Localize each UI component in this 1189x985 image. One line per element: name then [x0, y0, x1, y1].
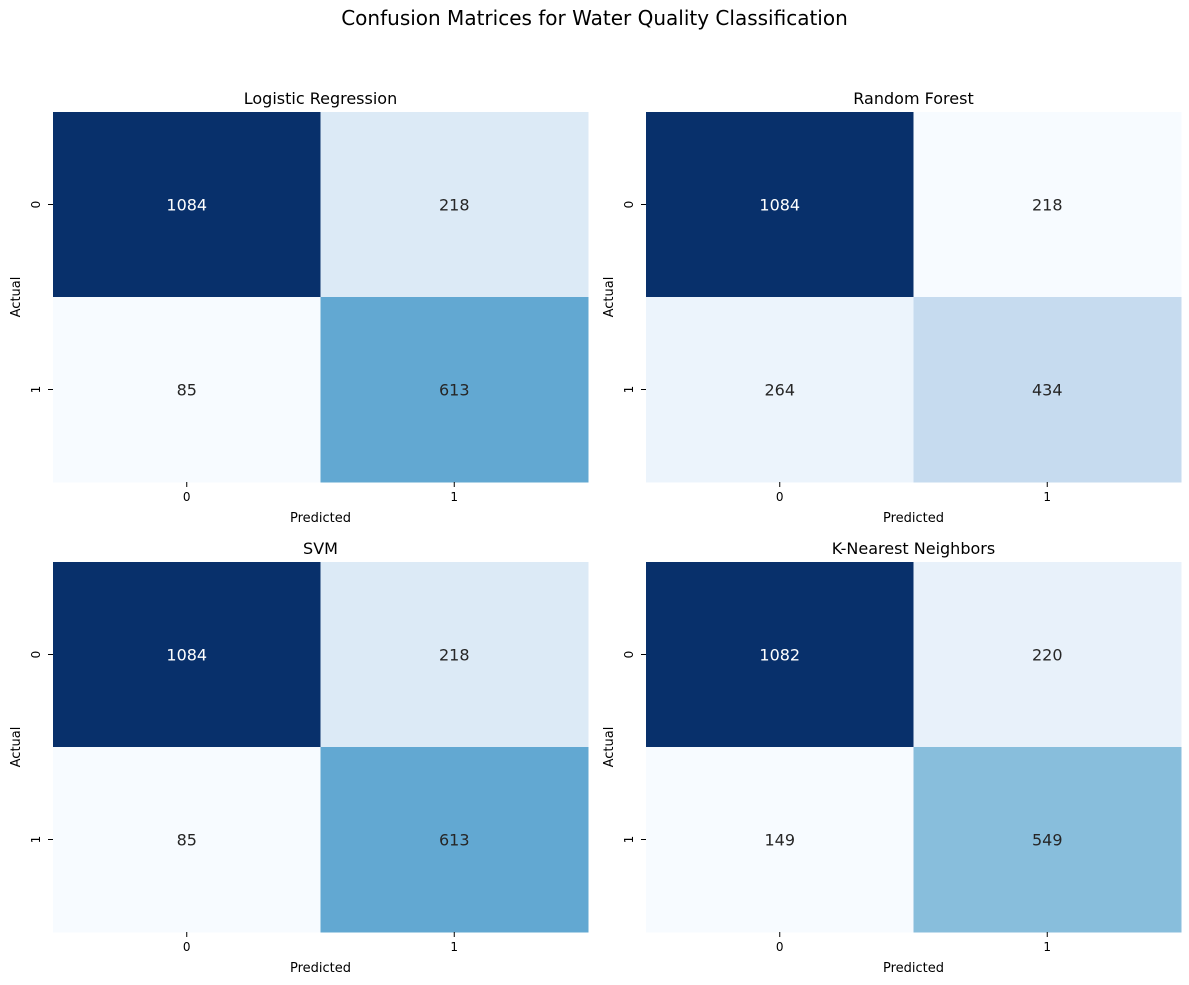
x-tick-label: 1 [450, 490, 458, 504]
heatmap-cell [320, 747, 589, 933]
y-tick-label: 0 [29, 651, 43, 659]
heatmap-cell [646, 297, 914, 483]
figure-title: Confusion Matrices for Water Quality Cla… [341, 6, 848, 30]
x-axis-label: Predicted [883, 961, 944, 976]
x-tick-label: 0 [183, 490, 191, 504]
cell-value-label: 1084 [166, 646, 207, 665]
cell-value-label: 218 [439, 196, 470, 215]
cell-value-label: 1084 [759, 196, 800, 215]
heatmap-cell [913, 747, 1182, 933]
heatmap-cell [320, 112, 589, 298]
x-tick-label: 0 [776, 490, 784, 504]
heatmap-cell [913, 112, 1182, 298]
x-tick-label: 0 [183, 940, 191, 954]
cell-value-label: 264 [764, 381, 795, 400]
cell-value-label: 434 [1032, 381, 1063, 400]
y-axis-label: Actual [9, 727, 24, 768]
heatmap-cell [646, 562, 914, 748]
heatmap-cell [320, 562, 589, 748]
y-tick-label: 0 [622, 201, 636, 209]
cell-value-label: 149 [764, 831, 795, 850]
x-axis-label: Predicted [883, 511, 944, 526]
x-tick-label: 1 [450, 940, 458, 954]
y-tick-label: 1 [29, 386, 43, 394]
heatmap-cell [646, 112, 914, 298]
heatmap-panel: 1084 218 264 434 Random Forest 0 1 0 1 Predicted A… [602, 89, 1182, 526]
x-axis-label: Predicted [290, 961, 351, 976]
y-tick-label: 1 [622, 386, 636, 394]
heatmap-panel: 1084 218 85 613 Logistic Regression 0 1 0 1 Predi… [9, 89, 589, 526]
heatmap-panel: 1084 218 85 613 SVM 0 1 0 1 Predicted Actual [9, 539, 589, 976]
y-tick-label: 0 [622, 651, 636, 659]
heatmap-cell [53, 297, 321, 483]
cell-value-label: 613 [439, 381, 470, 400]
x-tick-label: 1 [1043, 490, 1051, 504]
heatmap-cell [913, 297, 1182, 483]
cell-value-label: 1082 [759, 646, 800, 665]
y-axis-label: Actual [602, 277, 617, 318]
x-axis-label: Predicted [290, 511, 351, 526]
heatmap-cell [53, 562, 321, 748]
cell-value-label: 1084 [166, 196, 207, 215]
y-tick-label: 1 [29, 836, 43, 844]
y-axis-label: Actual [602, 727, 617, 768]
cell-value-label: 218 [439, 646, 470, 665]
heatmap-panel: 1082 220 149 549 K-Nearest Neighbors 0 1 0 1 Pred… [602, 539, 1182, 976]
cell-value-label: 218 [1032, 196, 1063, 215]
heatmap-cell [53, 112, 321, 298]
x-tick-label: 0 [776, 940, 784, 954]
heatmap-cell [646, 747, 914, 933]
cell-value-label: 85 [177, 831, 197, 850]
x-tick-label: 1 [1043, 940, 1051, 954]
heatmap-cell [913, 562, 1182, 748]
y-tick-label: 0 [29, 201, 43, 209]
y-tick-label: 1 [622, 836, 636, 844]
cell-value-label: 549 [1032, 831, 1063, 850]
panel-title: Random Forest [853, 89, 973, 108]
cell-value-label: 220 [1032, 646, 1063, 665]
heatmap-panels: 1084 218 85 613 Logistic Regression 0 1 0 1 Predi… [9, 89, 1182, 976]
heatmap-cell [320, 297, 589, 483]
cell-value-label: 613 [439, 831, 470, 850]
panel-title: K-Nearest Neighbors [832, 539, 995, 558]
panel-title: Logistic Regression [244, 89, 397, 108]
y-axis-label: Actual [9, 277, 24, 318]
heatmap-cell [53, 747, 321, 933]
cell-value-label: 85 [177, 381, 197, 400]
panel-title: SVM [303, 539, 338, 558]
